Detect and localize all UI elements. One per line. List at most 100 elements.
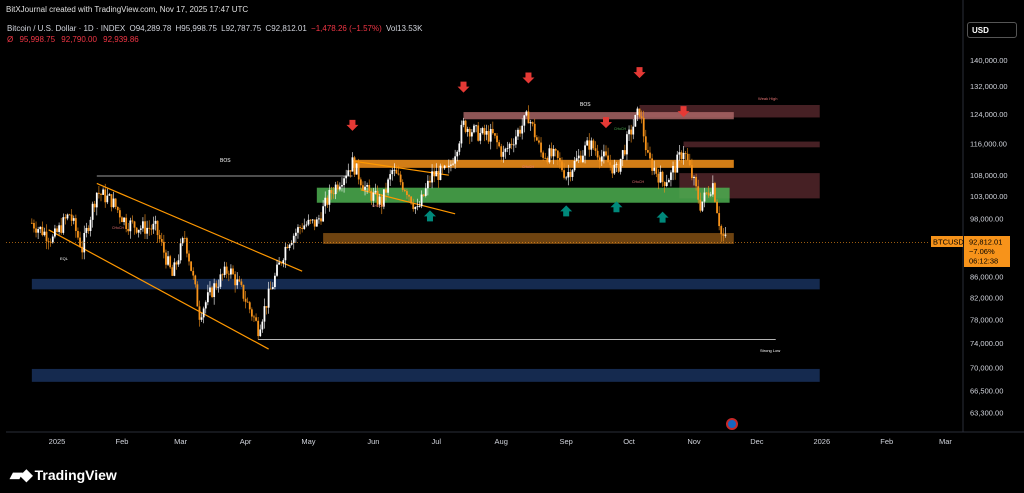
candle-body (684, 152, 687, 154)
candle-body (565, 177, 568, 179)
zones-layer (31, 105, 820, 382)
candle-body (602, 151, 605, 157)
candle-body (171, 267, 174, 276)
candle-body (546, 158, 549, 163)
candle-body (196, 284, 199, 307)
candle-body (401, 182, 404, 190)
candle-body (108, 194, 111, 196)
candle-body (68, 214, 71, 216)
candle-body (617, 163, 620, 172)
candle-body (200, 317, 203, 320)
candle-body (649, 152, 651, 159)
candle-body (60, 225, 63, 233)
x-tick-label: Apr (240, 437, 252, 446)
candle-body (380, 196, 383, 207)
candle-body (376, 190, 379, 205)
candle-body (592, 140, 595, 149)
candle-body (437, 170, 440, 180)
candle-body (194, 275, 197, 285)
eql-label: EQL (60, 256, 69, 261)
candle-body (443, 165, 446, 169)
candle-body (642, 117, 645, 137)
candle-body (93, 203, 96, 208)
candle-body (190, 261, 193, 271)
time-axis[interactable]: 2025 Feb Mar Apr May Jun Jul Aug Sep Oct Nov Dec 202… (49, 437, 953, 446)
candle-body (435, 170, 438, 177)
candle-body (657, 173, 660, 183)
last-symbol: BTCUSD (933, 238, 964, 247)
candle-body (523, 115, 526, 126)
candle-body (362, 185, 364, 190)
candle-body (368, 185, 371, 191)
candle-body (280, 262, 283, 264)
candle-body (43, 231, 46, 236)
candle-body (227, 273, 230, 275)
candle-body (30, 222, 33, 224)
candle-body (121, 217, 123, 223)
y-tick-label: 63,300.00 (970, 408, 1003, 417)
candle-body (573, 160, 576, 171)
y-tick-label: 70,000.00 (970, 364, 1003, 373)
candle-body (638, 108, 641, 117)
bos-label-2: BOS (580, 102, 591, 108)
y-tick-label: 74,000.00 (970, 339, 1003, 348)
candle-body (447, 165, 450, 167)
event-icon[interactable] (726, 418, 738, 430)
candle-body (142, 221, 144, 229)
candle-body (351, 157, 354, 172)
candle-body (626, 134, 628, 155)
candle-body (632, 126, 635, 135)
x-tick-label: Jun (367, 437, 379, 446)
candle-body (154, 220, 157, 224)
candle-body (561, 161, 563, 171)
candle-body (655, 167, 658, 174)
candle-body (647, 150, 649, 153)
bos-label-1: BOS (220, 158, 231, 164)
candle-body (357, 163, 360, 180)
candle-body (500, 146, 503, 157)
signals-layer (6, 67, 930, 243)
candle-body (697, 186, 700, 200)
strong-low-label: Strong Low (760, 348, 780, 353)
candle-body (238, 279, 241, 282)
candle-body (525, 111, 528, 116)
candle-body (481, 128, 484, 134)
candle-body (420, 194, 423, 207)
channel-upper-line (96, 182, 303, 272)
price-axis[interactable]: 140,000.00 132,000.00 124,000.00 116,000.00… (970, 56, 1008, 417)
indicator-value-3: 92,939.86 (103, 35, 139, 44)
candle-body (661, 171, 664, 182)
candle-body (309, 219, 312, 221)
candle-body (70, 214, 73, 221)
candle-body (454, 156, 457, 164)
candle-body (703, 192, 706, 202)
candle-body (634, 114, 637, 127)
ohlc-close: C92,812.01 (265, 24, 307, 33)
candle-body (135, 227, 138, 233)
last-change: −7.06% (969, 247, 995, 256)
candle-body (74, 218, 77, 232)
candle-body (680, 152, 683, 160)
last-price-label: BTCUSD 92,812.01 −7.06% 06:12:38 (931, 236, 1010, 267)
candle-body (223, 266, 226, 275)
candle-body (462, 120, 465, 125)
candle-body (353, 157, 356, 175)
candle-body (274, 275, 276, 288)
candle-body (284, 246, 287, 261)
sell-arrow-icon (346, 119, 359, 131)
candle-body (33, 223, 35, 229)
candle-body (336, 184, 339, 190)
tradingview-logo-icon: ▰◆ (10, 467, 33, 484)
candle-body (403, 189, 406, 192)
candle-body (605, 151, 607, 156)
candle-body (95, 192, 98, 208)
candle-body (165, 252, 167, 265)
indicator-legend[interactable]: Ø 95,998.75 92,790.00 92,939.86 (7, 35, 143, 44)
currency-button[interactable]: USD (967, 22, 1017, 38)
sell-arrow-icon (522, 72, 535, 84)
candle-body (699, 199, 702, 211)
candle-body (263, 306, 266, 322)
candle-body (215, 283, 218, 288)
symbol-legend[interactable]: Bitcoin / U.S. Dollar · 1D · INDEX O94,2… (7, 24, 424, 33)
